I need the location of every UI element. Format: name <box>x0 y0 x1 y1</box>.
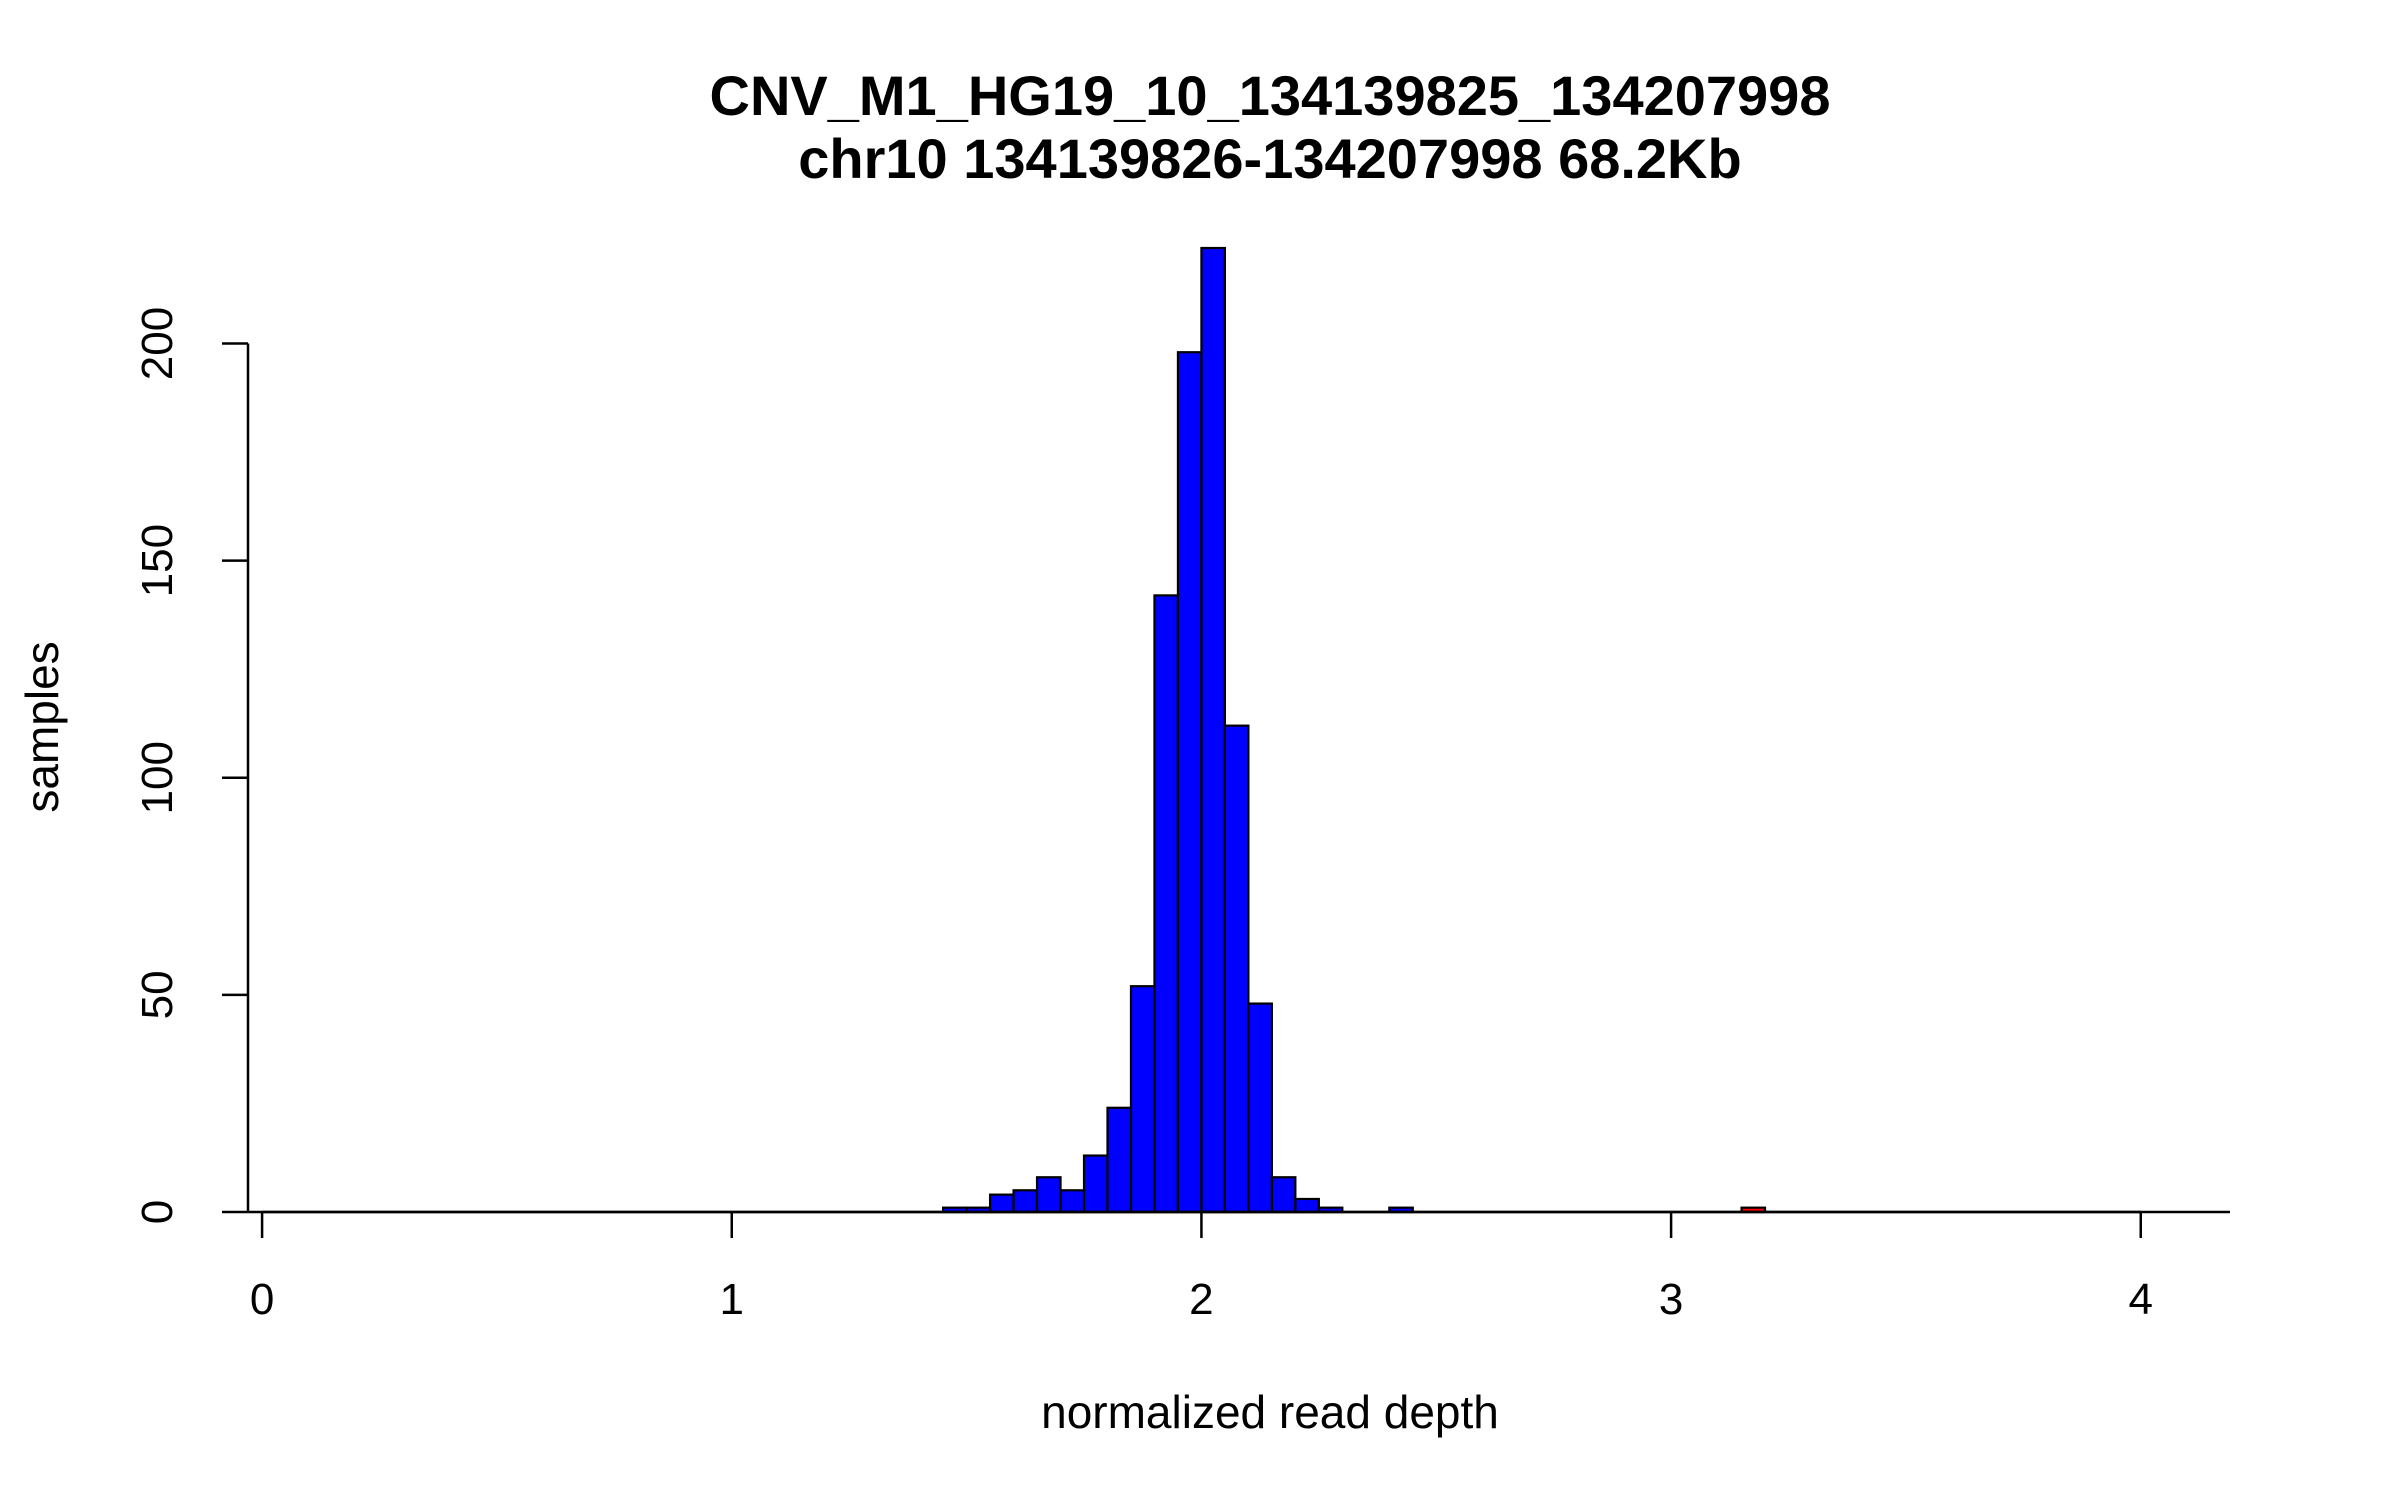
y-axis-label: samples <box>16 641 68 812</box>
chart-title: CNV_M1_HG19_10_134139825_134207998 <box>710 64 1831 127</box>
y-tick-label: 50 <box>133 970 182 1019</box>
x-tick-label: 0 <box>250 1275 274 1324</box>
histogram-bar <box>1176 351 1203 1214</box>
x-tick-label: 3 <box>1659 1275 1683 1324</box>
histogram-bars <box>942 246 1767 1214</box>
y-axis: 0 50 100 150 200 <box>133 307 250 1224</box>
histogram-bar <box>1223 724 1250 1214</box>
x-axis-label: normalized read depth <box>1041 1386 1499 1438</box>
histogram-bar <box>1035 1176 1062 1214</box>
histogram-bar <box>1294 1197 1320 1214</box>
histogram-bar <box>1012 1189 1039 1214</box>
chart-subtitle: chr10 134139826-134207998 68.2Kb <box>798 127 1741 190</box>
x-tick-label: 4 <box>2129 1275 2153 1324</box>
histogram-bar <box>1082 1154 1109 1214</box>
x-tick-label: 1 <box>720 1275 744 1324</box>
y-tick-label: 200 <box>133 307 182 380</box>
histogram-bar <box>988 1193 1015 1214</box>
histogram-bar <box>1059 1189 1086 1214</box>
x-axis: 0 1 2 3 4 <box>250 1210 2153 1324</box>
y-tick-label: 100 <box>133 741 182 814</box>
y-tick-label: 150 <box>133 524 182 597</box>
histogram-bar <box>1270 1176 1297 1214</box>
histogram-bar <box>1106 1106 1133 1214</box>
histogram-bar <box>1247 1002 1273 1214</box>
y-tick-label: 0 <box>133 1200 182 1224</box>
histogram-bar <box>1200 246 1227 1214</box>
x-tick-label: 2 <box>1189 1275 1213 1324</box>
histogram-bar <box>1153 594 1180 1214</box>
histogram-bar <box>1129 985 1156 1214</box>
